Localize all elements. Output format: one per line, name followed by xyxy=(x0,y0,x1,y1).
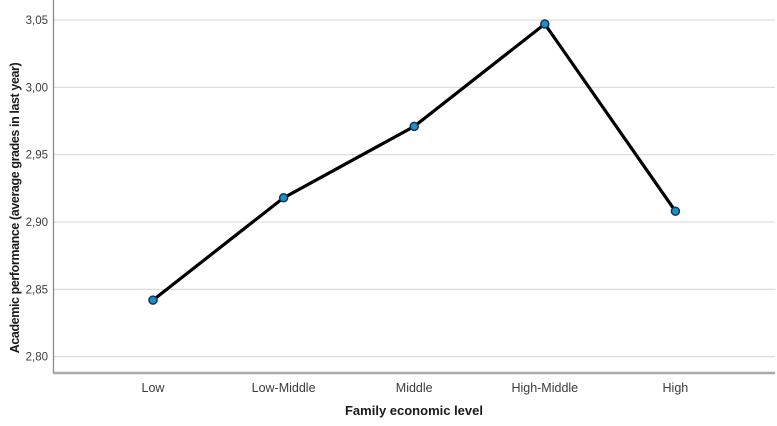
data-point-low-middle xyxy=(278,193,289,203)
y-tick-label: 3,05 xyxy=(26,15,48,27)
y-tick-label: 2,95 xyxy=(26,150,48,162)
y-axis-title: Academic performance (average grades in … xyxy=(8,62,22,354)
y-tick-label: 2,85 xyxy=(26,284,48,296)
y-tick-label: 3,00 xyxy=(26,82,48,94)
series-line xyxy=(152,21,677,302)
y-tick-label: 2,80 xyxy=(26,352,48,364)
y-tick-label: 2,90 xyxy=(26,217,48,229)
data-point-low xyxy=(148,295,158,305)
x-axis-title: Family economic level xyxy=(344,403,483,418)
x-category-label: High xyxy=(663,381,689,395)
x-category-label: High-Middle xyxy=(511,381,578,395)
x-category-label: Low xyxy=(142,381,166,395)
data-point-high-middle xyxy=(540,19,550,29)
x-category-label: Low-Middle xyxy=(252,381,316,395)
data-point-high xyxy=(670,206,681,216)
x-category-label: Middle xyxy=(396,381,433,395)
data-point-middle xyxy=(409,121,419,132)
